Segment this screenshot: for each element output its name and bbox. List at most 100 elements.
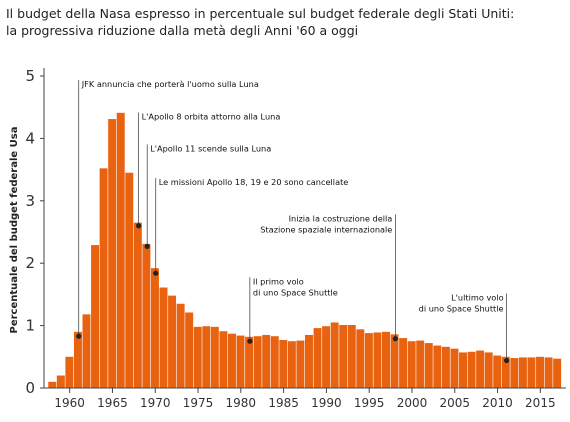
y-tick-label-1: 1 bbox=[25, 317, 35, 335]
bar-2016 bbox=[544, 357, 553, 388]
annotation-label-1968-line-1: L'Apollo 8 orbita attorno alla Luna bbox=[142, 112, 281, 122]
bar-1992 bbox=[339, 324, 348, 388]
bar-1983 bbox=[262, 334, 271, 388]
bar-2014 bbox=[527, 357, 536, 388]
annotations-group: JFK annuncia che porterà l'uomo sulla Lu… bbox=[76, 79, 510, 364]
bar-1976 bbox=[202, 326, 211, 388]
bar-2010 bbox=[493, 355, 502, 388]
bar-1988 bbox=[305, 334, 313, 388]
bar-1961 bbox=[73, 331, 82, 388]
bar-1985 bbox=[279, 339, 288, 388]
y-tick-label-0: 0 bbox=[25, 379, 35, 397]
annotation-label-1998-line-1: Inizia la costruzione della bbox=[289, 213, 393, 223]
y-tick-label-2: 2 bbox=[25, 254, 35, 272]
annotation-label-1998-line-2: Stazione spaziale internazionale bbox=[260, 224, 392, 234]
bar-1979 bbox=[227, 333, 236, 388]
annotation-dot-1970 bbox=[153, 270, 159, 276]
y-ticks-group: 0 1 2 3 4 5 bbox=[25, 67, 44, 397]
annotation-dot-1961 bbox=[76, 333, 82, 339]
annotation-dot-1981 bbox=[247, 338, 253, 344]
bar-1995 bbox=[364, 333, 373, 388]
x-tick-label-1970: 1970 bbox=[140, 396, 171, 410]
annotation-label-1969-line-1: L'Apollo 11 scende sulla Luna bbox=[150, 143, 271, 153]
annotation-dot-1968 bbox=[136, 223, 142, 229]
annotation-label-1970-line-1: Le missioni Apollo 18, 19 e 20 sono canc… bbox=[159, 177, 349, 187]
bar-2002 bbox=[424, 343, 433, 388]
bar-1984 bbox=[270, 336, 279, 388]
bar-1975 bbox=[193, 326, 202, 388]
x-tick-label-1980: 1980 bbox=[226, 396, 257, 410]
bar-2007 bbox=[467, 351, 476, 388]
bar-2017 bbox=[553, 358, 562, 388]
annotation-dot-1969 bbox=[144, 243, 150, 249]
bar-1982 bbox=[253, 336, 262, 388]
x-tick-label-2010: 2010 bbox=[482, 396, 513, 410]
bar-2011 bbox=[501, 356, 510, 388]
bar-1990 bbox=[322, 326, 331, 388]
bar-1962 bbox=[82, 314, 91, 388]
annotation-label-1981-line-1: Il primo volo bbox=[253, 276, 304, 286]
bar-1994 bbox=[356, 329, 365, 388]
bar-2013 bbox=[518, 357, 527, 388]
bar-1980 bbox=[236, 335, 245, 388]
bar-1996 bbox=[373, 332, 382, 388]
bar-1993 bbox=[347, 324, 356, 388]
annotation-label-1981-line-2: di uno Space Shuttle bbox=[253, 287, 338, 297]
bar-1958 bbox=[48, 381, 57, 388]
x-tick-label-2005: 2005 bbox=[439, 396, 470, 410]
bar-1970 bbox=[150, 268, 159, 388]
bar-2003 bbox=[433, 345, 442, 388]
y-tick-label-5: 5 bbox=[25, 67, 35, 85]
bar-2005 bbox=[450, 348, 459, 388]
axes-group bbox=[43, 68, 566, 389]
x-tick-label-1995: 1995 bbox=[354, 396, 385, 410]
bar-2004 bbox=[441, 346, 450, 388]
bar-1966 bbox=[116, 112, 125, 388]
bar-1998 bbox=[390, 334, 399, 388]
bar-1991 bbox=[330, 322, 339, 388]
annotation-label-2011-line-2: di uno Space Shuttle bbox=[419, 304, 504, 314]
x-tick-label-1990: 1990 bbox=[311, 396, 342, 410]
bar-1977 bbox=[210, 326, 219, 388]
bar-2000 bbox=[407, 341, 416, 388]
bar-1967 bbox=[125, 172, 134, 388]
bar-1959 bbox=[56, 375, 65, 388]
x-tick-label-2015: 2015 bbox=[525, 396, 556, 410]
y-tick-label-3: 3 bbox=[25, 192, 35, 210]
bar-1964 bbox=[99, 168, 108, 388]
bar-2009 bbox=[484, 352, 493, 388]
bar-1978 bbox=[219, 331, 228, 388]
bar-1972 bbox=[168, 295, 177, 388]
chart-title: Il budget della Nasa espresso in percent… bbox=[6, 6, 515, 21]
x-tick-label-1960: 1960 bbox=[54, 396, 85, 410]
y-axis-label: Percentuale del budget federale Usa bbox=[9, 127, 20, 334]
bar-1971 bbox=[159, 287, 168, 388]
bar-1960 bbox=[65, 356, 74, 388]
bar-1968 bbox=[133, 222, 142, 388]
x-tick-label-1985: 1985 bbox=[268, 396, 299, 410]
y-tick-label-4: 4 bbox=[25, 129, 35, 147]
bar-2015 bbox=[536, 356, 545, 388]
x-tick-label-1975: 1975 bbox=[183, 396, 214, 410]
bar-2001 bbox=[416, 340, 425, 388]
bar-1989 bbox=[313, 328, 322, 388]
chart-subtitle: la progressiva riduzione dalla metà degl… bbox=[6, 23, 359, 38]
bars-group bbox=[48, 112, 562, 388]
bar-1981 bbox=[245, 336, 254, 388]
bar-1974 bbox=[185, 312, 194, 388]
annotation-label-2011-line-1: L'ultimo volo bbox=[451, 293, 504, 303]
bar-2006 bbox=[459, 352, 467, 388]
bar-1987 bbox=[296, 340, 305, 388]
bar-2008 bbox=[476, 350, 485, 388]
x-tick-label-2000: 2000 bbox=[397, 396, 428, 410]
bar-1986 bbox=[287, 341, 296, 388]
bar-2012 bbox=[510, 358, 519, 388]
annotation-dot-2011 bbox=[503, 357, 510, 364]
annotation-label-1961-line-1: JFK annuncia che porterà l'uomo sulla Lu… bbox=[81, 79, 259, 89]
bar-1999 bbox=[399, 338, 408, 388]
bar-1965 bbox=[108, 119, 117, 388]
bar-1997 bbox=[382, 331, 390, 388]
bar-1969 bbox=[142, 243, 151, 388]
